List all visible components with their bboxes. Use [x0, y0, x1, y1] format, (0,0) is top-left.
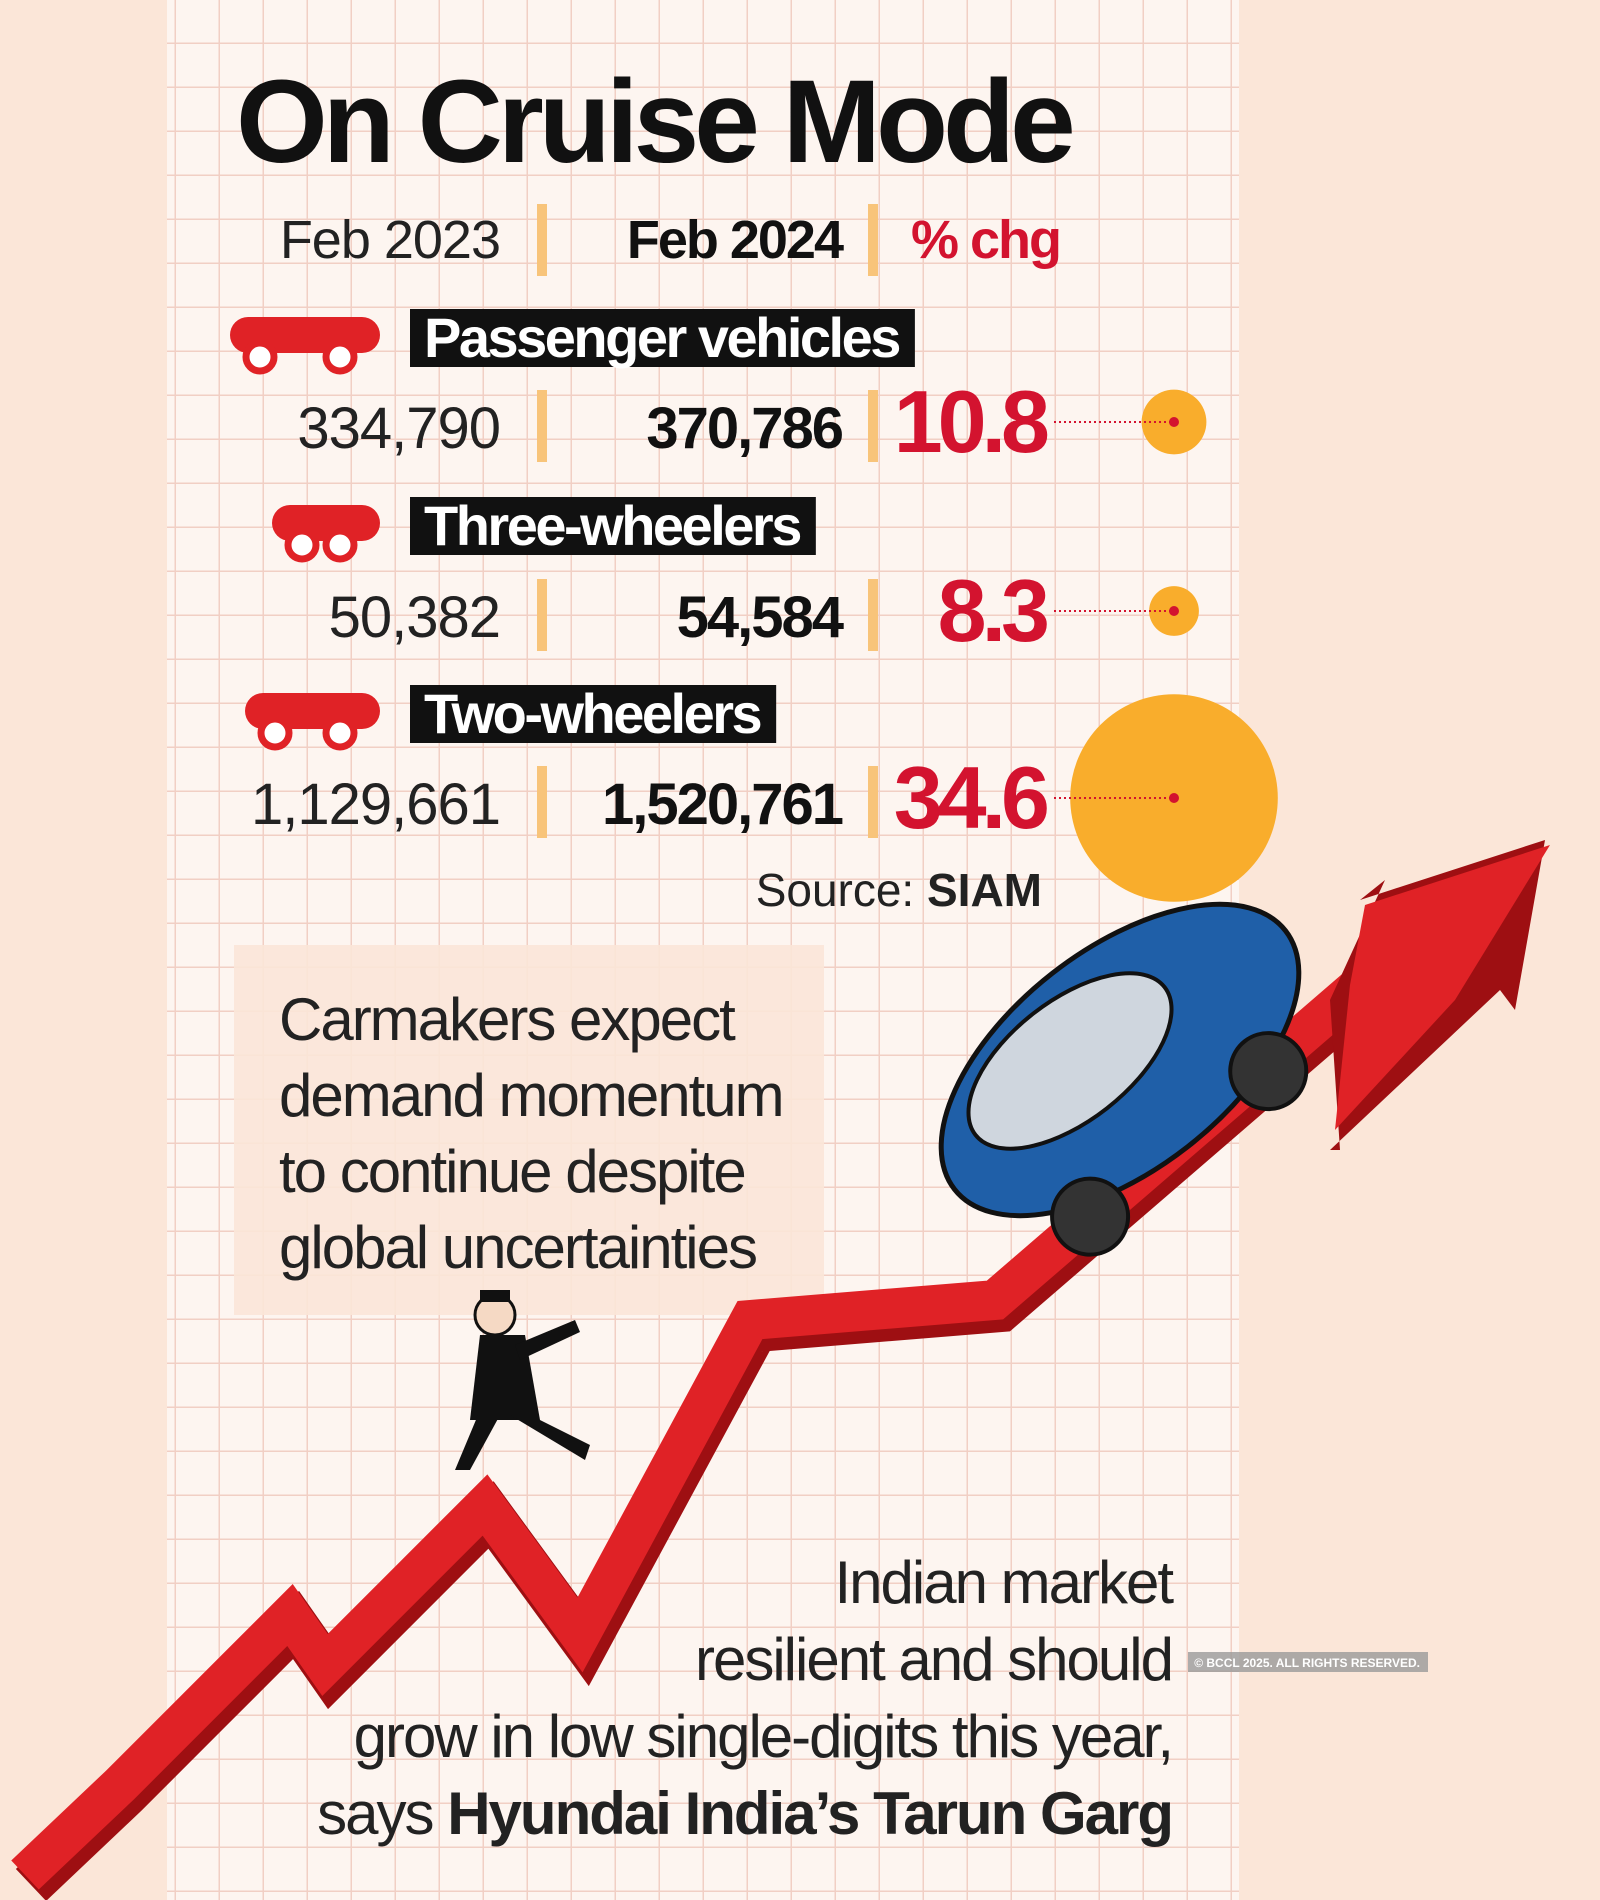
value-2023: 50,382	[329, 585, 500, 650]
vehicle-icon	[322, 339, 358, 375]
category-label: Passenger vehicles	[424, 306, 899, 369]
man-illustration	[455, 1290, 590, 1470]
vehicle-icon	[322, 527, 358, 563]
vehicle-icon	[257, 715, 293, 751]
value-2023: 1,129,661	[251, 772, 500, 837]
rising-arrow	[11, 840, 1550, 1900]
separator	[537, 766, 547, 838]
source-name: SIAM	[927, 864, 1042, 916]
quote-line: says Hyundai India’s Tarun Garg	[317, 1780, 1172, 1847]
car-illustration	[938, 901, 1309, 1257]
callout-line: global uncertainties	[279, 1214, 756, 1281]
category-bar	[410, 309, 915, 367]
copyright: © BCCL 2025. ALL RIGHTS RESERVED.	[1194, 1656, 1420, 1670]
rows: Passenger vehicles 334,790 370,786 10.8 Thre…	[230, 306, 1278, 902]
category-label: Two-wheelers	[424, 682, 761, 745]
category-bar	[410, 497, 816, 555]
callout-line: to continue despite	[279, 1138, 745, 1205]
source: Source: SIAM	[756, 864, 1042, 916]
category-label: Three-wheelers	[424, 494, 800, 557]
separator	[537, 390, 547, 462]
separator	[537, 204, 547, 276]
column-header: Feb 2024	[627, 210, 844, 270]
leader-dot	[1169, 417, 1179, 427]
column-header: Feb 2023	[280, 210, 500, 270]
pct-change: 10.8	[894, 372, 1048, 471]
source-label: Source:	[756, 864, 915, 916]
callout-line: Carmakers expect	[279, 986, 736, 1053]
copyright-box	[1188, 1652, 1428, 1672]
callout-line: demand momentum	[279, 1062, 783, 1129]
value-2024: 1,520,761	[602, 772, 843, 837]
separator	[868, 766, 878, 838]
pct-change: 34.6	[894, 748, 1047, 847]
quote: Indian market resilient and should grow in…	[317, 1549, 1176, 1847]
vehicle-icon	[242, 339, 278, 375]
separator	[868, 579, 878, 651]
quote-line: Indian market	[834, 1549, 1174, 1616]
quote-attribution: Hyundai India’s Tarun Garg	[447, 1780, 1172, 1847]
column-header: % chg	[911, 210, 1060, 270]
category-bar	[410, 685, 777, 743]
title: On Cruise Mode	[236, 56, 1072, 188]
quote-says: says	[317, 1780, 432, 1847]
quote-line: grow in low single-digits this year,	[354, 1703, 1172, 1770]
separator	[537, 579, 547, 651]
callout-box	[234, 945, 824, 1315]
separator	[868, 390, 878, 462]
quote-line: resilient and should	[695, 1626, 1172, 1693]
vehicle-icon	[322, 715, 358, 751]
value-2024: 370,786	[646, 396, 842, 461]
callout: Carmakers expect demand momentum to contin…	[279, 986, 785, 1281]
leader-dot	[1169, 793, 1179, 803]
vehicle-icon	[284, 527, 320, 563]
separator	[868, 204, 878, 276]
pct-change: 8.3	[938, 561, 1047, 660]
value-2024: 54,584	[677, 585, 844, 650]
leader-dot	[1169, 606, 1179, 616]
value-2023: 334,790	[297, 396, 500, 461]
